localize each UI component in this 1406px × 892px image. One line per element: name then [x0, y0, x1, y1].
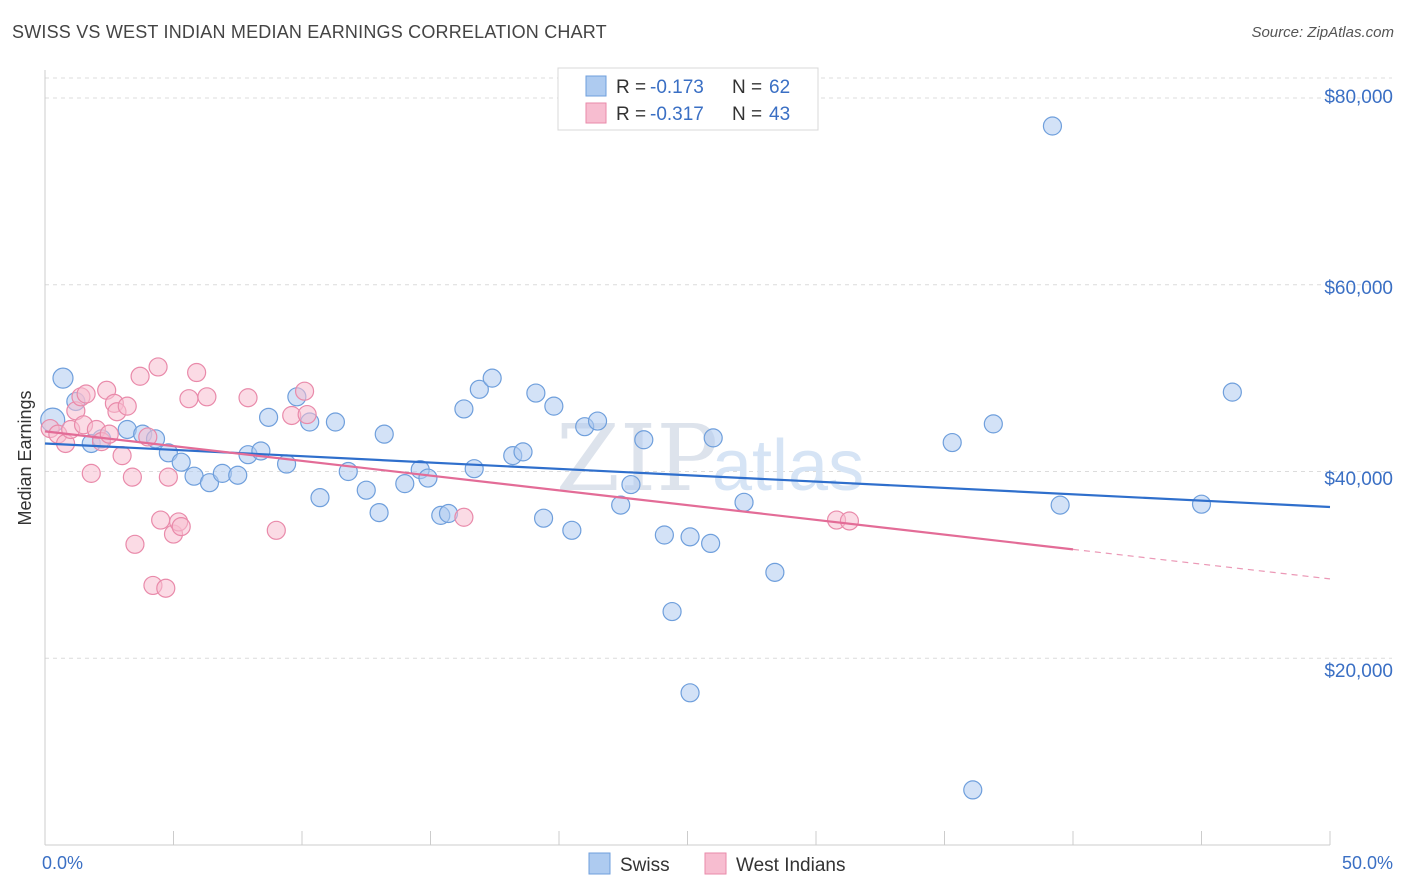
watermark-atlas: atlas [712, 426, 864, 506]
point-swiss-54 [942, 432, 962, 453]
point-west-indians-31 [197, 387, 217, 407]
point-swiss-26 [395, 474, 415, 494]
y-tick-label-20000: $20,000 [1324, 661, 1393, 682]
x-tick-label-max: 50.0% [1342, 853, 1393, 873]
axes [44, 70, 1331, 846]
point-west-indians-7 [76, 384, 96, 404]
trend-lines [44, 430, 1331, 580]
point-west-indians-35 [294, 381, 315, 401]
point-west-indians-8 [81, 463, 101, 483]
point-west-indians-36 [297, 404, 317, 425]
point-swiss-55 [963, 780, 983, 800]
point-swiss-56 [983, 414, 1003, 434]
legend-swatch-west-indians [585, 102, 607, 124]
bottom-legend: Swiss West Indians [588, 852, 845, 876]
legend-r-label-west-indians: R = [616, 104, 646, 125]
point-west-indians-22 [148, 357, 168, 377]
point-west-indians-30 [187, 362, 207, 383]
point-west-indians-25 [158, 467, 178, 487]
point-swiss-42 [587, 411, 608, 431]
point-west-indians-17 [122, 467, 142, 487]
y-tick-label-80000: $80,000 [1324, 87, 1393, 108]
legend-r-value-swiss: -0.173 [650, 77, 704, 98]
point-swiss-52 [734, 492, 754, 512]
point-swiss-47 [662, 601, 682, 622]
point-west-indians-18 [125, 534, 145, 554]
point-swiss-13 [228, 465, 248, 485]
point-swiss-48 [680, 527, 700, 547]
point-west-indians-39 [839, 511, 860, 531]
point-west-indians-33 [266, 520, 286, 540]
bottom-legend-label-swiss: Swiss [620, 855, 670, 876]
point-swiss-49 [680, 683, 700, 703]
point-swiss-53 [765, 562, 785, 582]
point-west-indians-29 [179, 389, 199, 409]
bottom-legend-swatch-west-indians [704, 852, 727, 875]
point-swiss-24 [369, 502, 389, 523]
point-swiss-11 [199, 473, 220, 493]
point-swiss-21 [325, 412, 346, 432]
chart-title: SWISS VS WEST INDIAN MEDIAN EARNINGS COR… [12, 22, 607, 42]
point-swiss-60 [1222, 382, 1242, 402]
point-swiss-36 [513, 442, 533, 462]
y-tick-labels: $20,000 $40,000 $60,000 $80,000 [1324, 87, 1393, 682]
trend-line-west-indians [44, 430, 1074, 551]
point-swiss-50 [701, 533, 721, 554]
legend-n-value-west-indians: 43 [769, 104, 790, 125]
point-swiss-31 [454, 399, 474, 419]
point-west-indians-24 [156, 578, 176, 598]
legend-n-label-west-indians: N = [732, 104, 762, 125]
point-swiss-57 [1042, 116, 1063, 136]
trend-line-extension-west-indians [1072, 548, 1331, 580]
legend: R = -0.173 N = 62 R = -0.317 N = 43 [557, 67, 819, 131]
point-west-indians-28 [171, 516, 191, 537]
x-tick-label-min: 0.0% [42, 853, 83, 873]
point-swiss-9 [171, 452, 191, 472]
point-swiss-33 [469, 379, 489, 399]
trend-line-swiss [44, 442, 1331, 509]
y-axis-label: Median Earnings [15, 390, 35, 525]
y-tick-label-60000: $60,000 [1324, 278, 1393, 299]
point-west-indians-20 [138, 427, 158, 447]
y-tick-label-40000: $40,000 [1324, 469, 1393, 490]
legend-n-value-swiss: 62 [769, 77, 790, 98]
point-swiss-34 [482, 368, 502, 388]
point-west-indians-37 [454, 507, 474, 527]
grid-lines [45, 77, 1392, 659]
point-swiss-25 [374, 424, 394, 444]
point-west-indians-32 [238, 388, 258, 408]
point-swiss-39 [544, 396, 564, 416]
point-swiss-59 [1191, 494, 1212, 514]
point-swiss-23 [356, 480, 376, 500]
point-swiss-45 [634, 430, 654, 450]
point-swiss-38 [533, 508, 554, 528]
legend-n-label-swiss: N = [732, 77, 762, 98]
point-swiss-44 [621, 474, 641, 495]
point-swiss-58 [1050, 495, 1070, 515]
bottom-legend-label-west-indians: West Indians [736, 855, 845, 876]
source-label: Source: ZipAtlas.com [1251, 24, 1394, 41]
legend-r-label-swiss: R = [616, 77, 646, 98]
legend-r-value-west-indians: -0.317 [650, 104, 704, 125]
point-west-indians-23 [151, 510, 171, 530]
point-swiss-51 [703, 428, 723, 448]
point-swiss-40 [562, 520, 582, 540]
point-west-indians-16 [117, 396, 137, 416]
point-swiss-46 [654, 525, 674, 545]
point-swiss-16 [258, 407, 279, 427]
point-swiss-37 [526, 383, 546, 403]
point-swiss-20 [310, 488, 330, 508]
point-swiss-28 [418, 468, 438, 488]
point-west-indians-19 [130, 366, 150, 386]
bottom-legend-swatch-swiss [588, 852, 611, 875]
point-swiss-43 [611, 495, 631, 515]
point-west-indians-15 [112, 446, 132, 466]
point-swiss-32 [464, 459, 484, 479]
legend-swatch-swiss [585, 75, 607, 97]
point-swiss-1 [52, 367, 74, 389]
